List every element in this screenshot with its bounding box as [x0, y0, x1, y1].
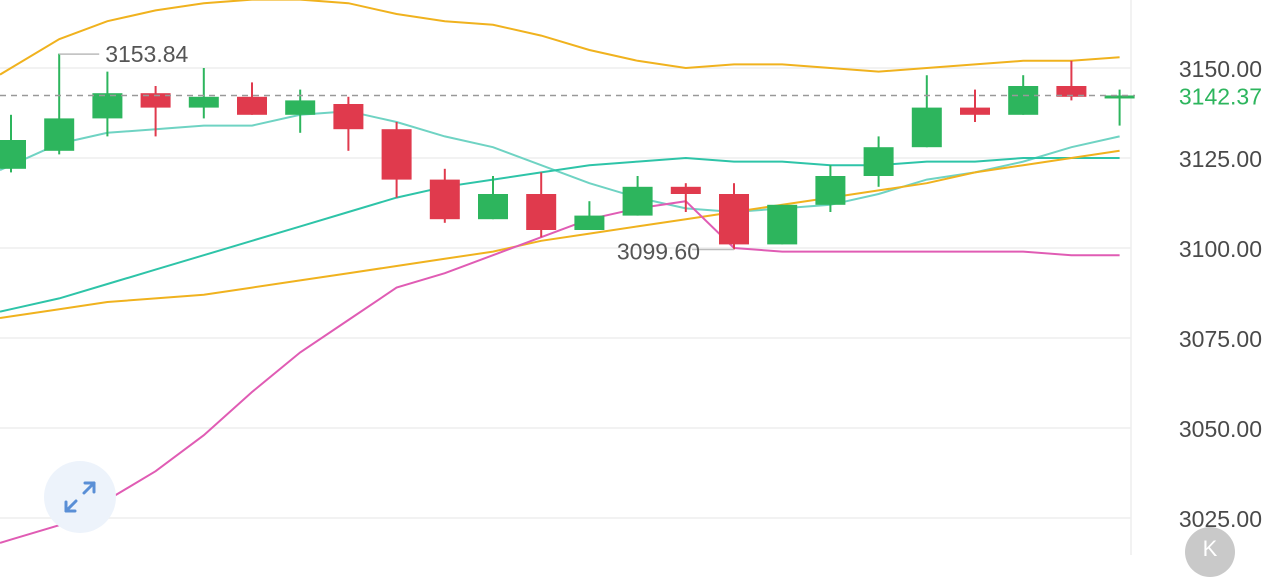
candle-body — [670, 186, 701, 194]
series-line-long-ma — [0, 200, 1120, 544]
y-tick-label: 3100.00 — [1179, 236, 1262, 262]
candle — [574, 201, 605, 230]
candle — [911, 75, 942, 148]
candle-body — [911, 107, 942, 148]
last-price-box — [1136, 80, 1276, 111]
candle — [815, 165, 846, 212]
annotations: 3153.84 3099.60 3142.37 — [0, 41, 1276, 264]
candle-body — [0, 140, 26, 169]
candle — [719, 183, 749, 250]
low-annotation: 3099.60 — [617, 238, 700, 264]
candle-body — [719, 194, 749, 245]
candle-body — [237, 96, 267, 115]
candle — [44, 53, 75, 155]
candle — [622, 176, 653, 216]
candle — [0, 114, 26, 173]
y-tick-label: 3050.00 — [1179, 416, 1262, 442]
candle-body — [140, 93, 171, 108]
candles — [0, 53, 1135, 250]
candle-body — [1056, 86, 1087, 97]
y-tick-label: 3125.00 — [1179, 146, 1262, 172]
candle-body — [44, 118, 75, 151]
last-price-label: 3142.37 — [1179, 83, 1262, 109]
candle-body — [1104, 95, 1135, 99]
candle-body — [285, 100, 316, 115]
candle — [1104, 89, 1135, 126]
candle — [92, 71, 123, 137]
candle-body — [767, 204, 798, 245]
series-line-lower-band — [0, 149, 1120, 319]
candle-body — [960, 107, 990, 115]
candle — [526, 172, 557, 238]
candle — [478, 176, 508, 220]
candle-body — [92, 93, 123, 119]
candle-body — [478, 194, 508, 220]
candle-body — [1008, 86, 1039, 115]
candle-body — [863, 147, 894, 176]
chevron-icon: K — [1202, 536, 1218, 561]
corner-button[interactable]: K — [1185, 527, 1235, 577]
grid-lines — [0, 67, 1131, 519]
candle — [863, 136, 894, 187]
candle — [1056, 60, 1087, 101]
candle — [429, 168, 460, 223]
candle — [285, 89, 316, 133]
y-tick-label: 3075.00 — [1179, 326, 1262, 352]
candle-body — [622, 186, 653, 216]
expand-arrows-icon — [64, 481, 96, 513]
candle — [767, 204, 798, 245]
candle-body — [815, 176, 846, 205]
candle-body — [526, 194, 557, 230]
candle — [381, 122, 412, 198]
series-line-upper-band — [0, 0, 1120, 76]
y-tick-label: 3150.00 — [1179, 56, 1262, 82]
indicator-lines — [0, 0, 1120, 544]
candle — [140, 86, 171, 137]
high-annotation: 3153.84 — [105, 41, 188, 67]
candle-body — [381, 129, 412, 180]
candle — [237, 82, 267, 115]
candle-body — [429, 179, 460, 220]
candle — [960, 89, 990, 122]
candle-body — [188, 96, 219, 108]
candlestick-chart: 3153.84 3099.60 3142.37 3150.003125.0031… — [0, 0, 1276, 555]
y-tick-label: 3025.00 — [1179, 506, 1262, 532]
expand-button[interactable] — [44, 461, 116, 533]
candle-body — [574, 215, 605, 230]
candle-body — [333, 104, 364, 130]
series-line-short-ma — [0, 156, 1120, 313]
candle — [333, 96, 364, 151]
candle — [670, 183, 701, 212]
candle — [188, 68, 219, 119]
y-axis-ticks: 3150.00 3125.00 3100.00 3075.00 3050.00 3025.… — [1179, 56, 1262, 532]
